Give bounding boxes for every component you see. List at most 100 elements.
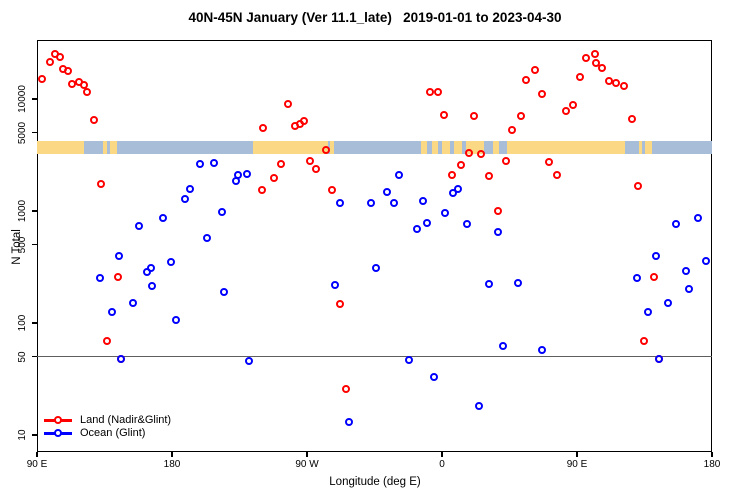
ocean-data-point: [655, 354, 664, 363]
y-axis-tick: [32, 243, 37, 246]
ocean-data-point: [336, 198, 345, 207]
ocean-data-point: [702, 257, 710, 266]
y-axis-tick: [32, 210, 37, 212]
legend-label-land: Land (Nadir&Glint): [80, 414, 172, 426]
ocean-data-point: [114, 251, 123, 260]
land-data-point: [457, 160, 466, 169]
ocean-data-point: [186, 185, 194, 194]
map-band-ocean-segment: [106, 141, 110, 154]
x-tick-label: 0: [439, 459, 445, 470]
ocean-series-line: [44, 429, 72, 438]
land-series-line: [44, 416, 72, 425]
x-tick-label: 180: [163, 459, 181, 470]
map-band-ocean-segment: [652, 141, 712, 154]
ocean-data-point: [181, 194, 190, 203]
ocean-data-point: [366, 198, 375, 207]
land-data-point: [114, 273, 122, 282]
map-band-land-segment: [37, 141, 84, 154]
ocean-data-point: [210, 158, 218, 167]
y-tick-label: 100: [17, 314, 28, 332]
land-data-point: [592, 58, 601, 67]
ocean-data-point: [537, 346, 546, 355]
land-data-point: [598, 63, 607, 72]
y-axis-tick: [32, 355, 37, 358]
ocean-data-point: [484, 280, 493, 289]
map-band-land-segment: [103, 141, 107, 154]
ocean-data-point: [430, 372, 439, 381]
chart-title: 40N-45N January (Ver 11.1_late) 2019-01-…: [188, 10, 562, 25]
x-tick-label: 90 E: [566, 459, 588, 470]
ocean-data-point: [217, 207, 226, 216]
legend-item-land: Land (Nadir&Glint): [44, 414, 171, 427]
x-axis-tick: [441, 452, 443, 457]
ocean-data-point: [345, 418, 353, 427]
y-axis-tick: [32, 131, 37, 134]
land-data-point: [299, 117, 308, 126]
map-band-land-segment: [431, 141, 438, 154]
map-band-land-segment: [109, 141, 117, 154]
map-band-land-segment: [442, 141, 450, 154]
land-data-point: [507, 125, 516, 134]
ocean-data-point: [412, 225, 421, 234]
map-band-ocean-segment: [116, 141, 253, 154]
land-data-point: [311, 164, 320, 173]
y-tick-label: 10: [17, 429, 28, 441]
ocean-data-point: [147, 281, 156, 290]
map-band-ocean-segment: [625, 141, 639, 154]
map-band-land-segment: [638, 141, 643, 154]
land-data-point: [591, 50, 599, 59]
legend: Land (Nadir&Glint) Ocean (Glint): [44, 414, 171, 440]
land-data-point: [531, 66, 539, 75]
ocean-data-point: [454, 185, 463, 194]
ocean-data-point: [664, 299, 673, 308]
land-data-point: [103, 337, 112, 346]
map-band-ocean-segment: [499, 141, 507, 154]
y-axis-tick: [32, 98, 37, 100]
land-data-point: [64, 66, 73, 75]
map-band-ocean-segment: [427, 141, 432, 154]
land-data-point: [269, 173, 278, 182]
map-band-land-segment: [253, 141, 328, 154]
ocean-data-point: [242, 169, 251, 178]
ocean-data-point: [172, 315, 181, 324]
ocean-data-point: [499, 342, 508, 351]
map-band-land-segment: [493, 141, 499, 154]
land-data-point: [342, 384, 351, 393]
land-data-point: [464, 148, 473, 157]
land-data-point: [283, 99, 292, 108]
land-data-point: [45, 57, 54, 66]
map-band-land-segment: [421, 141, 427, 154]
x-tick-label: 90 E: [26, 459, 48, 470]
ocean-data-point: [196, 159, 205, 168]
ocean-data-point: [96, 273, 105, 282]
land-data-point: [575, 72, 584, 81]
land-data-point: [258, 186, 267, 195]
land-data-point: [582, 54, 591, 63]
map-band-land-segment: [506, 141, 625, 154]
ocean-data-point: [672, 220, 680, 229]
land-data-point: [619, 82, 628, 91]
land-data-point: [55, 53, 64, 62]
land-data-point: [633, 182, 642, 191]
x-axis-tick: [576, 452, 578, 457]
land-data-point: [82, 88, 91, 97]
land-data-point: [649, 272, 658, 281]
land-data-point: [37, 74, 46, 83]
land-data-point: [277, 159, 286, 168]
map-band-ocean-segment: [437, 141, 442, 154]
land-data-point: [448, 170, 457, 179]
land-data-point: [568, 101, 577, 110]
ocean-data-point: [644, 308, 653, 317]
plot-area-frame: [37, 40, 712, 452]
ocean-series-marker-icon: [54, 429, 62, 438]
map-band-land-segment: [645, 141, 652, 154]
map-band-ocean-segment: [83, 141, 103, 154]
land-data-point: [544, 157, 553, 166]
map-band-land-segment: [454, 141, 462, 154]
legend-item-ocean: Ocean (Glint): [44, 427, 171, 440]
land-data-point: [553, 170, 562, 179]
land-data-point: [502, 156, 511, 165]
x-axis-tick: [171, 452, 173, 457]
map-band-ocean-segment: [461, 141, 466, 154]
